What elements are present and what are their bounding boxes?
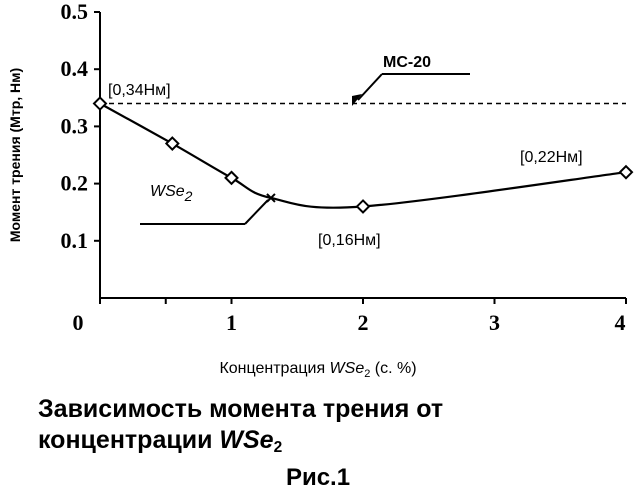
- y-tick-label: 0.5: [61, 0, 89, 24]
- x-tick-label: 0: [73, 310, 84, 335]
- caption-line-2-italic: WSe: [219, 426, 273, 454]
- chart-annotations: [0,34Нм] [0,22Нм] [0,16Нм] МС-20 WSe2: [108, 54, 583, 249]
- friction-chart: Момент трения (Мтр, Нм) Концентрация WSe2…: [0, 0, 636, 400]
- y-tick-label: 0.3: [61, 113, 89, 138]
- mc20-leader: [358, 74, 382, 100]
- annotation-mc20: МС-20: [383, 54, 431, 71]
- data-point-marker: [94, 98, 106, 110]
- x-axis-label: Концентрация WSe2 (с. %): [219, 360, 416, 380]
- data-point-marker: [166, 138, 178, 150]
- x-tick-label: 4: [615, 310, 626, 335]
- caption-line-1: Зависимость момента трения от: [38, 394, 443, 424]
- data-point-marker: [357, 200, 369, 212]
- y-tick-label: 0.1: [61, 228, 89, 253]
- series-label-wse2: WSe2: [150, 183, 193, 204]
- data-point-marker: [620, 166, 632, 178]
- x-tick-label: 3: [489, 310, 500, 335]
- annotation-034: [0,34Нм]: [108, 82, 171, 99]
- chart-axes: Момент трения (Мтр, Нм) Концентрация WSe2…: [7, 12, 626, 380]
- annotation-022: [0,22Нм]: [520, 149, 583, 166]
- y-axis-label: Момент трения (Мтр, Нм): [7, 68, 23, 242]
- caption-line-2-sub: 2: [274, 439, 283, 456]
- y-tick-label: 0.4: [61, 56, 89, 81]
- y-tick-label: 0.2: [61, 171, 89, 196]
- annotation-016: [0,16Нм]: [318, 232, 381, 249]
- caption-line-2-prefix: концентрации: [38, 426, 219, 454]
- wse2-leader: [245, 200, 268, 224]
- x-tick-label: 2: [358, 310, 369, 335]
- x-tick-label: 1: [226, 310, 237, 335]
- data-point-marker: [226, 172, 238, 184]
- figure-label: Рис.1: [0, 464, 636, 492]
- caption-line-2: концентрации WSe2: [38, 425, 282, 463]
- chart-ticks: 0.1 0.2 0.3 0.4 0.5 0 1 2 3 4: [61, 0, 627, 335]
